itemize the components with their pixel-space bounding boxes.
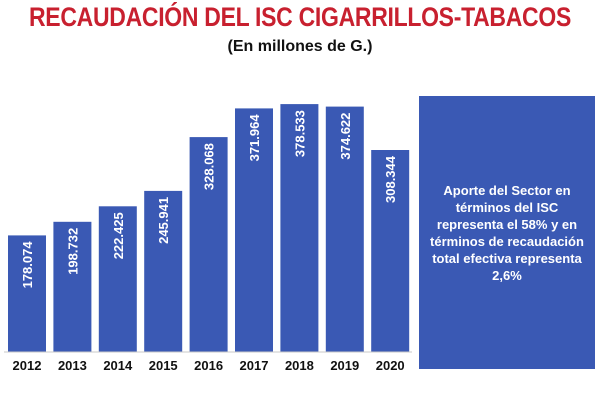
bar-2013	[53, 221, 92, 352]
bar-2018	[280, 104, 319, 352]
bar-2016	[189, 137, 228, 352]
year-label-2017: 2017	[240, 358, 269, 373]
value-label-2017: 371.964	[247, 114, 262, 162]
year-label-2013: 2013	[58, 358, 87, 373]
bar-2017	[235, 108, 273, 353]
value-label-2018: 378.533	[292, 110, 307, 157]
year-labels-layer: 2012 2013 2014 2015 2016 2017 2018 2019 2020	[13, 358, 405, 373]
value-label-2012: 178.074	[20, 241, 35, 289]
year-label-2020: 2020	[376, 358, 405, 373]
chart-subtitle: (En millones de G.)	[227, 38, 373, 55]
chart-title: RECAUDACIÓN DEL ISC CIGARRILLOS-TABACOS	[28, 2, 571, 32]
bars-layer	[8, 104, 410, 353]
value-label-2020: 308.344	[383, 155, 398, 203]
value-label-2014: 222.425	[111, 212, 126, 259]
year-label-2016: 2016	[194, 358, 223, 373]
bar-2019	[325, 106, 364, 352]
value-label-2016: 328.068	[202, 143, 217, 190]
year-label-2018: 2018	[285, 358, 314, 373]
year-label-2014: 2014	[103, 358, 133, 373]
value-labels-layer: 178.074 198.732 222.425 245.941 328.068 371.9…	[20, 110, 398, 288]
year-label-2015: 2015	[149, 358, 178, 373]
year-label-2012: 2012	[13, 358, 42, 373]
bar-2015	[144, 190, 183, 352]
value-label-2015: 245.941	[156, 197, 171, 244]
bar-2014	[98, 206, 137, 352]
bar-2020	[371, 150, 410, 352]
bar-2012	[8, 235, 46, 352]
note-text: Aporte del Sector en términos del ISC re…	[430, 182, 584, 283]
value-label-2013: 198.732	[65, 228, 80, 275]
year-label-2019: 2019	[330, 358, 359, 373]
value-label-2019: 374.622	[338, 113, 353, 160]
note-box: Aporte del Sector en términos del ISC re…	[419, 96, 595, 369]
